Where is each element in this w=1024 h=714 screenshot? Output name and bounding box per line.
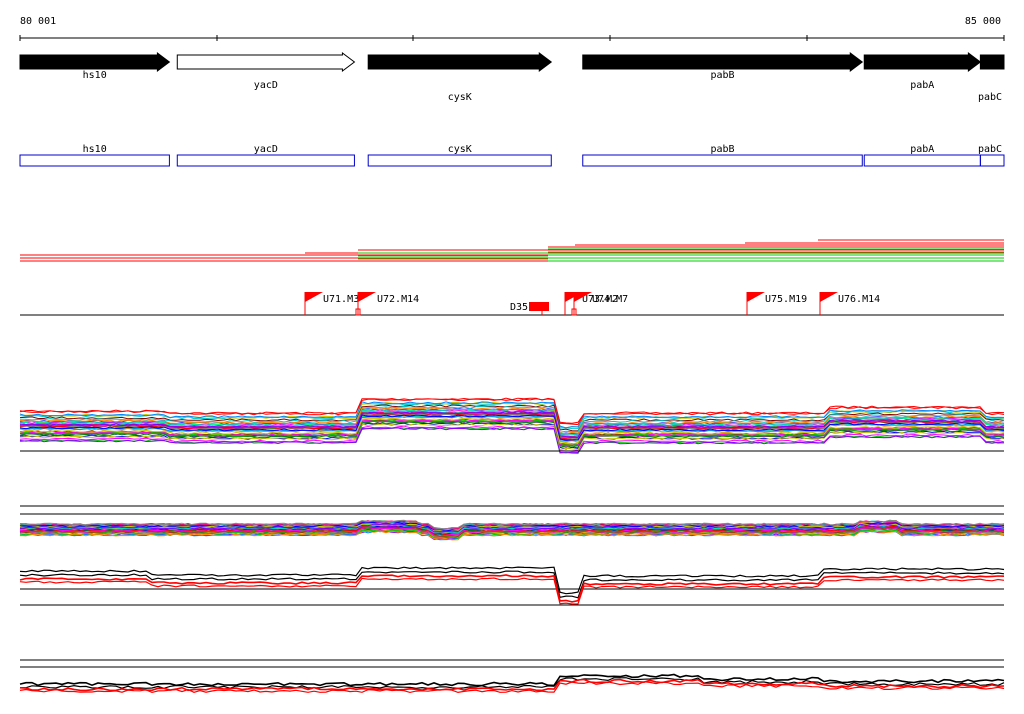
- gene-boxes-track: hs10 yacD cysK pabB pabA pabC: [19, 144, 1005, 167]
- profile-line: [19, 401, 1005, 429]
- ruler-end-label: 85 000: [965, 16, 1001, 27]
- gene-label-pabB: pabB: [710, 70, 734, 81]
- gene-arrow-pabC: [979, 54, 1005, 70]
- gene-arrow-hs10: [19, 52, 171, 72]
- flag-icon: [747, 292, 765, 302]
- summary-line: [19, 570, 1005, 599]
- profile-line: [19, 425, 1005, 452]
- gene-label-pabC: pabC: [978, 92, 1002, 103]
- gene-box-cysK: [367, 154, 552, 167]
- gene-box-pabA: [863, 154, 981, 167]
- marker-label-U72.M14: U72.M14: [377, 294, 419, 305]
- profile-line: [19, 427, 1005, 454]
- summary-line: [19, 577, 1005, 605]
- summary-line: [19, 678, 1005, 692]
- marker-label-U71.M3: U71.M3: [323, 294, 359, 305]
- profile-line: [19, 526, 1005, 537]
- profile-line: [19, 519, 1005, 530]
- summary-line: [19, 566, 1005, 595]
- gene-box-label-yacD: yacD: [254, 144, 278, 155]
- gene-box-label-hs10: hs10: [83, 144, 107, 155]
- profile-line: [19, 404, 1005, 432]
- summary-line: [19, 681, 1005, 694]
- profile-line: [19, 412, 1005, 439]
- gene-label-hs10: hs10: [83, 70, 107, 81]
- profile-line: [19, 530, 1005, 541]
- flag-icon: [820, 292, 838, 302]
- gene-arrows-track: hs10 yacD cysK pabB pabA pabC: [19, 52, 1005, 103]
- profile-line: [19, 411, 1005, 438]
- coordinate-ruler: 80 001 85 000: [19, 16, 1005, 41]
- gene-box-yacD: [176, 154, 355, 167]
- marker-label-D35: D35: [510, 302, 528, 313]
- profile-line: [19, 398, 1005, 426]
- coverage-stack-track: [20, 239, 1004, 262]
- profile-line: [19, 423, 1005, 451]
- flag-icon: [358, 292, 376, 302]
- gene-box-hs10: [19, 154, 170, 167]
- summary-line: [19, 574, 1005, 603]
- profile-line: [19, 415, 1005, 443]
- gene-arrow-pabA: [863, 52, 982, 72]
- marker-label-U73.M2: U73.M2: [582, 294, 618, 305]
- marker-label-U76.M14: U76.M14: [838, 294, 880, 305]
- expression-profiles-track-2: [19, 505, 1005, 541]
- flag-icon: [574, 292, 592, 302]
- profile-line: [19, 421, 1005, 449]
- expression-summary-track-2: [19, 659, 1005, 694]
- gene-box-label-pabC: pabC: [978, 144, 1002, 155]
- deletion-marker: [529, 302, 549, 311]
- profile-line: [19, 407, 1005, 435]
- profile-line: [19, 414, 1005, 441]
- expression-summary-track-1: [19, 566, 1005, 606]
- summary-line: [19, 673, 1005, 687]
- profile-line: [19, 523, 1005, 533]
- flag-icon: [305, 292, 323, 302]
- gene-arrow-yacD: [176, 52, 356, 72]
- expression-profiles-track-1: [19, 397, 1005, 455]
- gene-box-label-pabA: pabA: [910, 144, 934, 155]
- marker-label-U74.M7: U74.M7: [592, 294, 628, 305]
- profile-line: [20, 529, 1005, 539]
- profile-line: [19, 524, 1005, 534]
- gene-label-pabA: pabA: [910, 80, 934, 91]
- gene-arrow-cysK: [367, 52, 553, 72]
- ruler-ticks: [19, 35, 1005, 41]
- ruler-start-label: 80 001: [20, 16, 56, 27]
- profile-line: [19, 419, 1005, 447]
- gene-box-label-pabB: pabB: [710, 144, 734, 155]
- gene-box-pabC: [979, 154, 1005, 167]
- gene-label-yacD: yacD: [254, 80, 278, 91]
- summary-line: [19, 677, 1005, 690]
- profile-line: [20, 405, 1005, 433]
- gene-box-pabB: [582, 154, 863, 167]
- profile-line: [19, 417, 1005, 445]
- marker-label-U75.M19: U75.M19: [765, 294, 807, 305]
- marker-base: [571, 308, 577, 316]
- gene-arrow-pabB: [582, 52, 864, 72]
- gene-label-cysK: cysK: [448, 92, 472, 103]
- gene-box-label-cysK: cysK: [448, 144, 472, 155]
- marker-base: [355, 308, 361, 316]
